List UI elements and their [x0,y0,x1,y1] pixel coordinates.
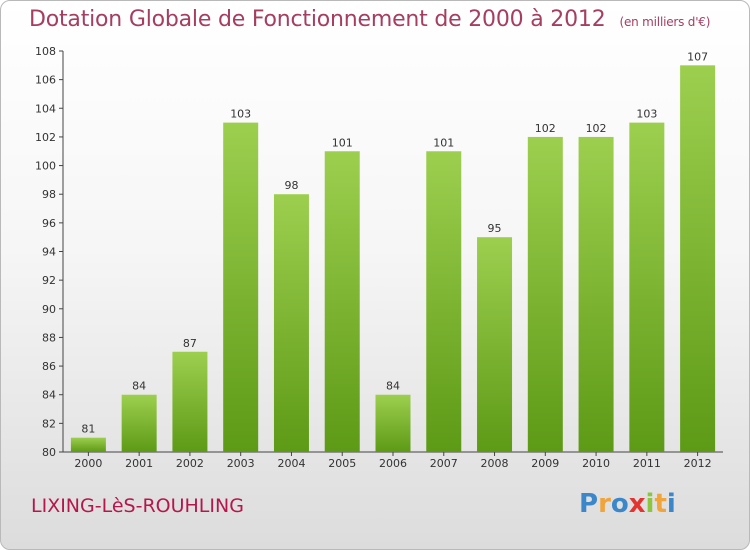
bar [70,437,106,452]
bar-value-label: 101 [332,136,353,149]
bar [121,394,157,452]
bar-value-label: 102 [586,122,607,135]
x-tick-label: 2006 [379,457,407,470]
x-tick-label: 2012 [684,457,712,470]
y-tick-label: 106 [35,74,56,87]
y-tick-label: 108 [35,45,56,58]
y-tick-label: 92 [42,274,56,287]
commune-name: LIXING-LèS-ROUHLING [31,495,244,517]
bar [527,136,563,452]
logo-letter: x [628,489,646,519]
bar [273,194,309,452]
bar [680,65,716,453]
x-tick-label: 2007 [430,457,458,470]
y-tick-label: 96 [42,217,56,230]
bar [375,394,411,452]
bar-value-label: 84 [386,380,400,393]
x-tick-label: 2002 [176,457,204,470]
bar-value-label: 84 [132,380,146,393]
y-tick-label: 90 [42,303,56,316]
x-tick-label: 2005 [328,457,356,470]
x-tick-label: 2001 [125,457,153,470]
x-tick-label: 2011 [633,457,661,470]
chart-subtitle: (en milliers d'€) [619,15,711,29]
bar [426,151,462,452]
bar-value-label: 102 [535,122,556,135]
logo-letter: o [610,489,629,519]
logo-letter: i [645,489,655,519]
y-tick-label: 82 [42,417,56,430]
y-tick-label: 102 [35,131,56,144]
bar-value-label: 95 [488,222,502,235]
proxiti-logo: Proxiti [579,489,676,519]
bar-value-label: 87 [183,337,197,350]
y-tick-label: 104 [35,102,56,115]
logo-letter: P [579,489,599,519]
y-tick-label: 84 [42,389,56,402]
chart-title-text: Dotation Globale de Fonctionnement de 20… [29,7,606,32]
y-tick-label: 98 [42,188,56,201]
bar-value-label: 107 [687,50,708,63]
bar-value-label: 103 [636,108,657,121]
bar [578,136,614,452]
x-tick-label: 2004 [277,457,305,470]
bar-value-label: 101 [433,136,454,149]
bar [324,151,360,452]
y-tick-label: 80 [42,446,56,459]
x-tick-label: 2009 [531,457,559,470]
bar [629,122,665,452]
bar-value-label: 103 [230,108,251,121]
bar [223,122,259,452]
logo-letter: t [654,489,667,519]
y-tick-label: 94 [42,246,56,259]
x-tick-label: 2008 [481,457,509,470]
y-tick-label: 100 [35,160,56,173]
y-tick-label: 88 [42,331,56,344]
logo-letter: i [666,489,676,519]
bar-value-label: 81 [81,423,95,436]
y-tick-label: 86 [42,360,56,373]
bar [172,351,208,452]
x-tick-label: 2000 [74,457,102,470]
x-tick-label: 2003 [227,457,255,470]
x-tick-label: 2010 [582,457,610,470]
bar-value-label: 98 [284,179,298,192]
bar [477,237,513,452]
logo-letter: r [598,489,611,519]
chart-title: Dotation Globale de Fonctionnement de 20… [29,7,710,32]
